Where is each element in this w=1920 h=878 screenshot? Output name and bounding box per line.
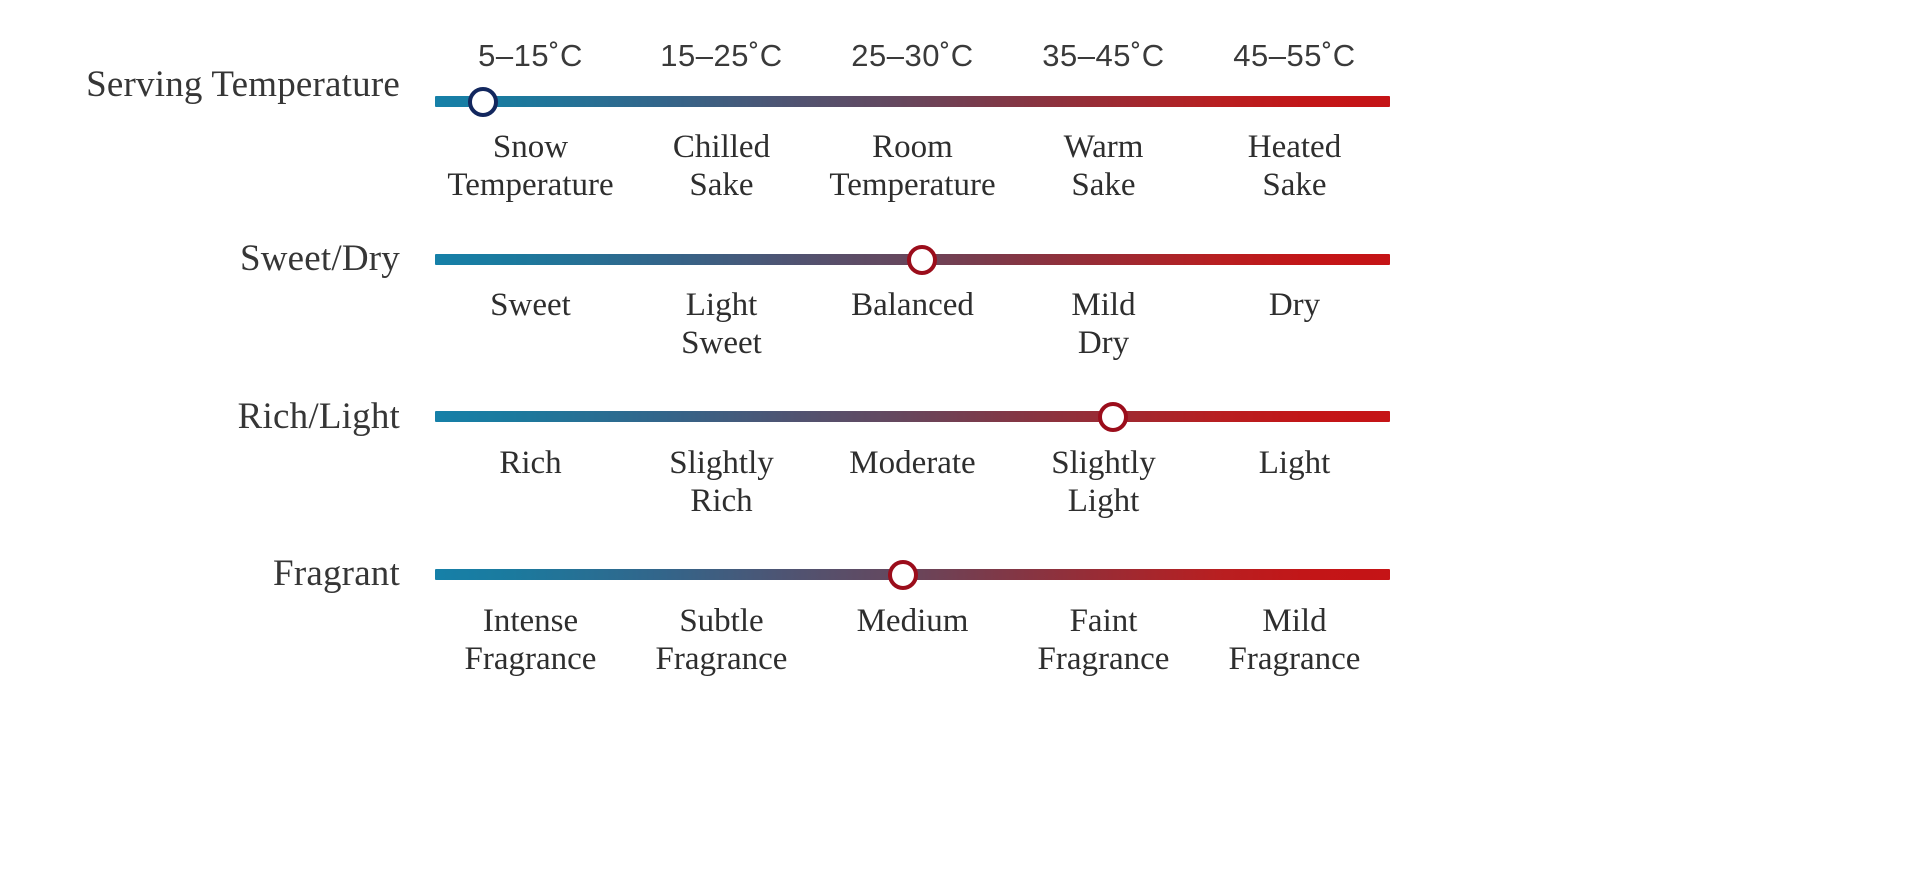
gradient-track [435,96,1390,107]
tick-label[interactable]: Slightly Rich [669,445,774,520]
row-label-fragrant: Fragrant [273,553,400,594]
tick-label[interactable]: Light [1258,445,1331,481]
slider-marker-fragrant[interactable] [887,560,918,590]
tick-label[interactable]: Balanced [851,287,974,323]
temperature-header-1: 5–15˚C [478,38,583,73]
slider-marker-sweet-dry[interactable] [907,245,938,275]
tick-label[interactable]: Intense Fragrance [464,603,597,678]
slider-track-sweet-dry[interactable] [435,245,1390,275]
tick-label[interactable]: Mild Fragrance [1228,603,1361,678]
tick-labels-rich-light: Rich Slightly Rich Moderate Slightly Light L… [435,444,1390,521]
row-label-serving-temperature: Serving Temperature [86,64,400,105]
tick-label[interactable]: Chilled Sake [672,129,771,204]
temperature-header-4: 35–45˚C [1042,38,1165,73]
tick-label[interactable]: Warm Sake [1063,129,1144,204]
row-label-sweet-dry: Sweet/Dry [239,238,400,279]
tick-labels-fragrant: Intense Fragrance Subtle Fragrance Medium F… [435,602,1390,679]
tick-label[interactable]: Subtle Fragrance [655,603,788,678]
tick-label[interactable]: Light Sweet [681,287,762,362]
temperature-header-5: 45–55˚C [1233,38,1356,73]
slider-track-serving-temperature[interactable] [435,87,1390,117]
temperature-header-2: 15–25˚C [660,38,783,73]
tick-label[interactable]: Moderate [849,445,976,481]
tick-label[interactable]: Sweet [490,287,571,323]
slider-marker-rich-light[interactable] [1098,402,1129,432]
tick-label[interactable]: Medium [856,603,969,639]
tick-label[interactable]: Slightly Light [1051,445,1156,520]
tick-label[interactable]: Faint Fragrance [1037,603,1170,678]
slider-marker-serving-temperature[interactable] [467,87,498,117]
tick-label[interactable]: Snow Temperature [447,129,614,204]
tick-label[interactable]: Heated Sake [1247,129,1342,204]
row-label-rich-light: Rich/Light [237,396,400,437]
slider-track-fragrant[interactable] [435,560,1390,590]
tick-label[interactable]: Room Temperature [829,129,996,204]
temperature-header-row: 5–15˚C 15–25˚C 25–30˚C 35–45˚C 45–55˚C [435,38,1390,74]
tick-label[interactable]: Mild Dry [1071,287,1136,362]
tick-labels-sweet-dry: Sweet Light Sweet Balanced Mild Dry Dry [435,286,1390,363]
tick-label[interactable]: Dry [1268,287,1321,323]
slider-track-rich-light[interactable] [435,402,1390,432]
gradient-track [435,411,1390,422]
tick-label[interactable]: Rich [499,445,562,481]
tick-labels-serving-temperature: Snow Temperature Chilled Sake Room Tempera… [435,128,1390,205]
temperature-header-3: 25–30˚C [851,38,974,73]
